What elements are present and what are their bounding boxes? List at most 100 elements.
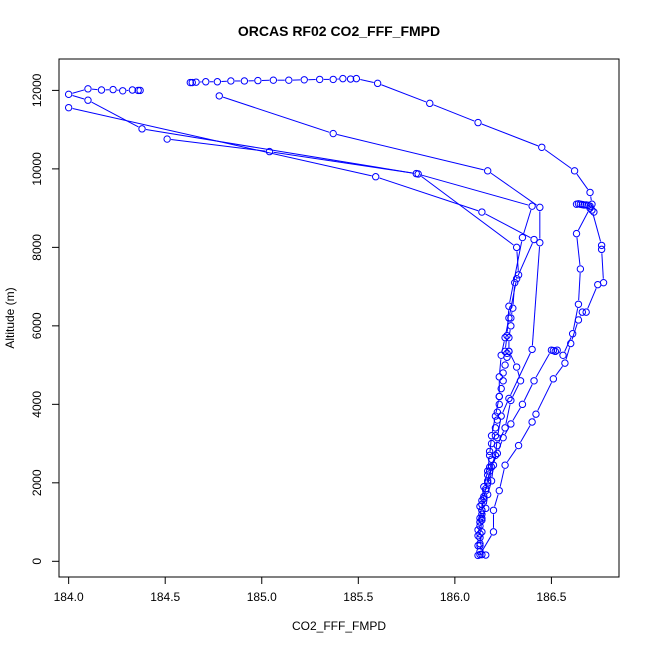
series-segment bbox=[505, 404, 511, 425]
data-point bbox=[352, 74, 361, 83]
series-segment bbox=[572, 308, 579, 330]
data-point bbox=[549, 375, 558, 383]
data-point bbox=[497, 412, 505, 420]
data-point bbox=[269, 76, 278, 84]
data-point bbox=[588, 206, 596, 214]
series-4 bbox=[215, 92, 544, 550]
series-segment bbox=[517, 370, 520, 378]
series-segment bbox=[555, 366, 563, 376]
data-point bbox=[474, 526, 482, 534]
series-segment bbox=[485, 498, 488, 505]
data-point bbox=[329, 129, 337, 138]
series-segment bbox=[498, 441, 503, 450]
data-point bbox=[482, 504, 490, 513]
data-point bbox=[478, 516, 486, 524]
series-6 bbox=[474, 200, 594, 540]
data-point bbox=[192, 78, 200, 86]
data-point bbox=[84, 96, 92, 104]
y-tick-label: 10000 bbox=[30, 152, 44, 186]
data-point bbox=[588, 200, 596, 208]
data-point bbox=[474, 118, 482, 127]
series-segment bbox=[91, 101, 139, 128]
data-point bbox=[536, 238, 544, 247]
data-point bbox=[514, 441, 523, 450]
data-point bbox=[134, 86, 142, 95]
data-point bbox=[516, 377, 525, 385]
data-point bbox=[501, 333, 509, 342]
series-segment bbox=[488, 484, 491, 491]
data-point bbox=[568, 329, 577, 338]
data-point bbox=[483, 477, 492, 485]
y-tick-label: 8000 bbox=[30, 234, 44, 261]
data-point bbox=[97, 86, 106, 94]
x-tick-label: 184.5 bbox=[150, 590, 180, 604]
series-segment bbox=[492, 456, 497, 464]
series-segment bbox=[510, 352, 531, 396]
data-point bbox=[478, 550, 486, 559]
series-segment bbox=[520, 425, 531, 443]
data-point bbox=[572, 229, 581, 238]
data-point bbox=[499, 369, 507, 377]
data-point bbox=[528, 418, 536, 426]
data-point bbox=[412, 169, 420, 178]
series-segment bbox=[506, 310, 510, 332]
data-point bbox=[373, 79, 382, 88]
data-point bbox=[478, 510, 486, 518]
data-point bbox=[478, 514, 486, 522]
data-point bbox=[489, 506, 498, 514]
data-point bbox=[507, 396, 515, 405]
data-point bbox=[574, 300, 583, 308]
data-point bbox=[215, 92, 223, 100]
data-point bbox=[240, 77, 249, 85]
series-segment bbox=[601, 253, 604, 279]
data-point bbox=[495, 392, 503, 401]
x-tick-label: 186.5 bbox=[536, 590, 566, 604]
series-segment bbox=[504, 427, 510, 435]
data-point bbox=[285, 76, 293, 84]
series-segment bbox=[421, 175, 514, 246]
data-point bbox=[487, 477, 496, 485]
series-segment bbox=[531, 246, 541, 346]
data-point bbox=[509, 304, 517, 312]
series-segment bbox=[381, 84, 427, 103]
data-point bbox=[476, 518, 484, 526]
data-point bbox=[64, 103, 73, 112]
data-point bbox=[530, 235, 538, 244]
series-segment bbox=[273, 151, 413, 174]
data-point bbox=[497, 351, 505, 359]
y-tick-label: 0 bbox=[30, 558, 44, 565]
data-point bbox=[505, 302, 513, 310]
series-segment bbox=[490, 458, 495, 468]
data-point bbox=[536, 203, 544, 212]
data-point bbox=[518, 233, 527, 242]
data-point bbox=[559, 351, 567, 359]
data-point bbox=[128, 86, 137, 94]
data-point bbox=[485, 463, 494, 471]
data-point bbox=[426, 99, 434, 108]
data-point bbox=[136, 86, 144, 95]
y-axis: 0 2000 4000 6000 8000 10000 12000 bbox=[30, 73, 60, 565]
series-segment bbox=[485, 213, 531, 239]
series-segment bbox=[523, 384, 533, 401]
data-point bbox=[474, 541, 482, 550]
series-segment bbox=[512, 407, 521, 421]
data-point bbox=[507, 420, 515, 428]
data-point bbox=[528, 202, 536, 210]
series-segment bbox=[499, 468, 505, 487]
series-segment bbox=[499, 359, 502, 373]
data-point bbox=[547, 346, 556, 354]
series-segment bbox=[480, 514, 482, 519]
series-segment bbox=[490, 172, 537, 206]
data-point bbox=[503, 331, 511, 340]
series-segment bbox=[72, 95, 85, 100]
data-point bbox=[478, 506, 486, 514]
series-segment bbox=[576, 173, 589, 190]
x-tick-label: 185.5 bbox=[343, 590, 373, 604]
series-segment bbox=[578, 272, 581, 301]
x-tick-label: 186.0 bbox=[440, 590, 470, 604]
data-point bbox=[202, 78, 210, 86]
data-point bbox=[478, 528, 486, 536]
data-point bbox=[590, 208, 598, 216]
series-segment bbox=[512, 384, 520, 398]
data-point bbox=[597, 245, 606, 254]
